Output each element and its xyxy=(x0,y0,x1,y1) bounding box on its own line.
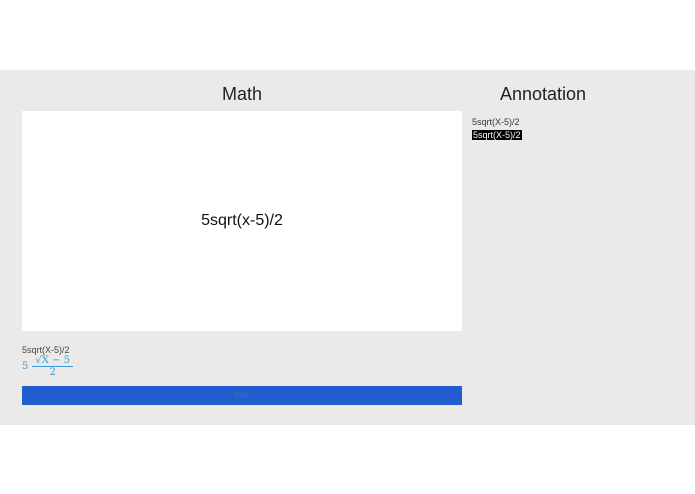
annotation-heading: Annotation xyxy=(500,84,587,104)
fraction: √X − 5 2 xyxy=(32,355,73,378)
annotation-item-selected[interactable]: 5sqrt(X-5)/2 xyxy=(472,130,522,140)
math-preview-text: 5sqrt(x-5)/2 xyxy=(201,212,283,229)
math-source: 5sqrt(X-5)/2 xyxy=(22,345,70,355)
rendered-formula: 5 √X − 5 2 xyxy=(22,355,73,378)
coefficient: 5 xyxy=(22,361,29,372)
edit-button[interactable]: Edit xyxy=(22,386,462,405)
math-heading: Math xyxy=(222,84,263,104)
numerator: √X − 5 xyxy=(32,355,73,367)
annotation-item[interactable]: 5sqrt(X-5)/2 xyxy=(472,117,520,127)
math-preview[interactable]: 5sqrt(x-5)/2 xyxy=(22,111,462,331)
denominator: 2 xyxy=(49,367,56,378)
main-panel: Math Annotation 5sqrt(x-5)/2 5sqrt(X-5)/… xyxy=(0,70,695,425)
